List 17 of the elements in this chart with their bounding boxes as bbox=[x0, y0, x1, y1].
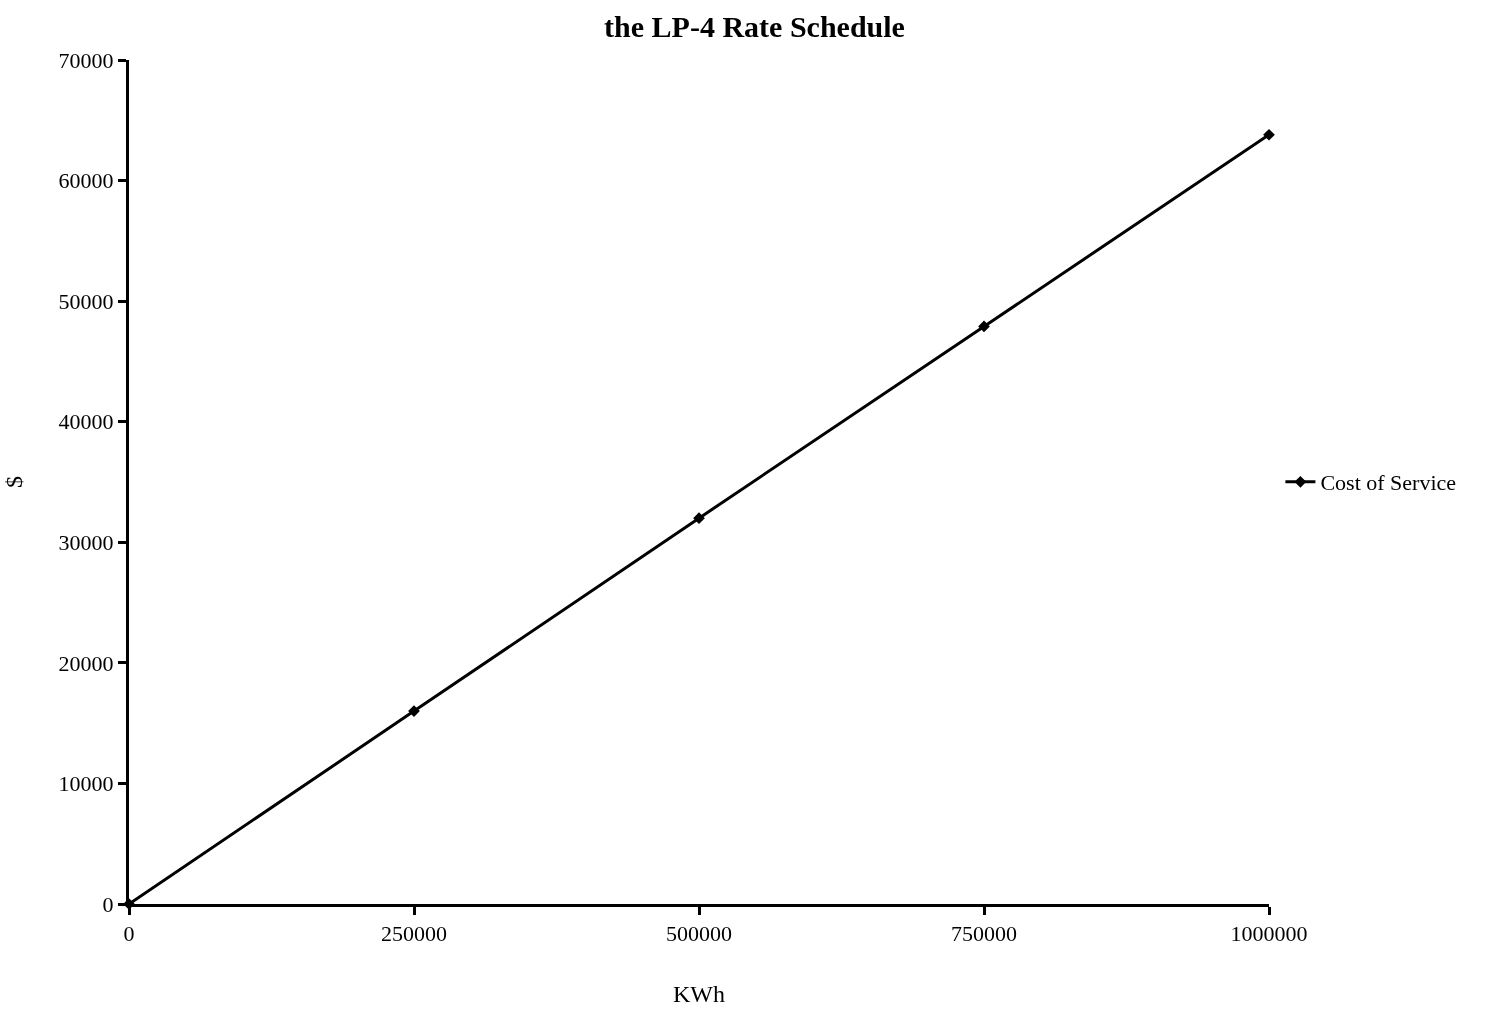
y-tick-label: 60000 bbox=[58, 168, 114, 194]
x-tick-label: 250000 bbox=[381, 921, 447, 947]
y-tick-label: 50000 bbox=[58, 288, 114, 314]
x-tick-label: 750000 bbox=[951, 921, 1017, 947]
legend-label: Cost of Service bbox=[1320, 470, 1457, 496]
x-tick-label: 0 bbox=[123, 921, 135, 947]
y-axis-title: $ bbox=[0, 476, 27, 488]
x-tick-label: 500000 bbox=[666, 921, 732, 947]
y-tick-label: 30000 bbox=[58, 529, 114, 555]
x-axis-title: KWh bbox=[673, 980, 725, 1007]
x-tick-label: 1000000 bbox=[1230, 921, 1308, 947]
y-tick-label: 70000 bbox=[58, 47, 114, 73]
chart-title: the LP-4 Rate Schedule bbox=[604, 9, 905, 43]
y-tick-label: 0 bbox=[102, 891, 114, 917]
y-tick-label: 20000 bbox=[58, 650, 114, 676]
y-tick-label: 10000 bbox=[58, 771, 114, 797]
y-tick-label: 40000 bbox=[58, 409, 114, 435]
